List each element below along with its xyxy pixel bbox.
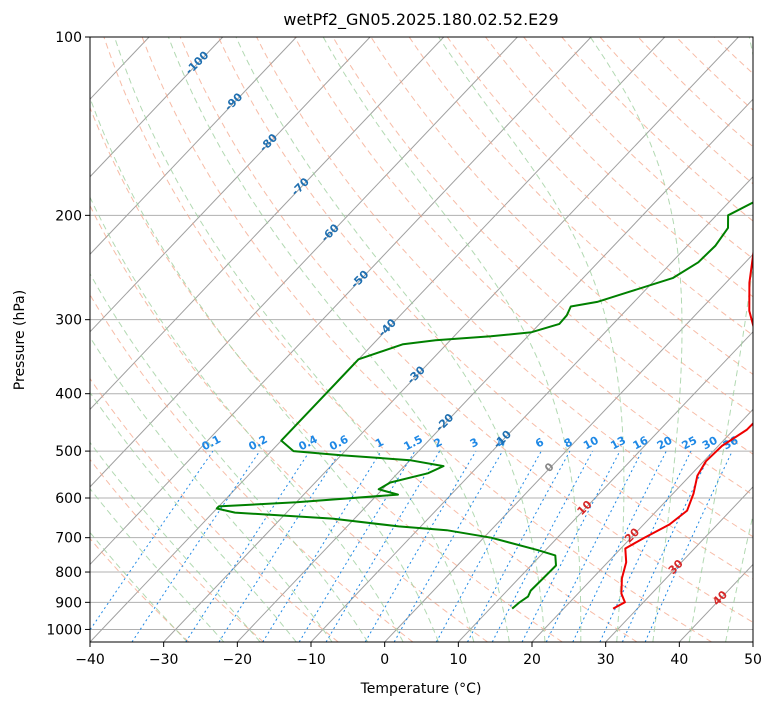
y-tick-label: 500 bbox=[55, 444, 82, 460]
moist-adiabat-line bbox=[90, 336, 333, 642]
isotherm-line bbox=[90, 37, 371, 333]
x-tick-label: −40 bbox=[75, 652, 105, 668]
mixing-ratio-line bbox=[599, 450, 692, 642]
mixing-ratio-line bbox=[364, 450, 477, 642]
x-tick-label: −10 bbox=[296, 652, 326, 668]
temperature-profile bbox=[612, 249, 753, 610]
moist-adiabats bbox=[90, 37, 753, 642]
mixing-ratio-line bbox=[545, 450, 643, 642]
dry-adiabat-line bbox=[90, 204, 488, 642]
mixing-ratio-line bbox=[131, 450, 261, 642]
isotherm-line bbox=[531, 408, 753, 642]
y-tick-label: 300 bbox=[55, 313, 82, 329]
mixing-ratio-label: 10 bbox=[581, 434, 601, 453]
x-tick-label: 50 bbox=[744, 652, 762, 668]
y-tick-label: 200 bbox=[55, 208, 82, 224]
isotherm-line bbox=[90, 37, 297, 256]
isotherm-line bbox=[90, 37, 592, 566]
moist-adiabat-line bbox=[90, 96, 439, 642]
x-axis-ticks: −40 −30 −20 −10 0 10 20 30 40 50 bbox=[75, 642, 762, 668]
y-tick-label: 900 bbox=[55, 595, 82, 611]
mixing-ratio-line bbox=[435, 450, 542, 642]
moist-adiabat-line bbox=[90, 487, 225, 642]
isotherm-line bbox=[384, 253, 753, 642]
profile-series bbox=[215, 201, 753, 610]
mixing-ratio-label: 25 bbox=[680, 434, 700, 453]
dewpoint-profile bbox=[215, 201, 753, 610]
mixing-ratio-line bbox=[262, 450, 382, 642]
mixing-ratio-label: 30 bbox=[700, 434, 720, 453]
dry-adiabat-line bbox=[90, 293, 414, 642]
dry-adiabats bbox=[90, 37, 753, 642]
mixing-ratio-line bbox=[298, 450, 416, 642]
moist-adiabat-line bbox=[322, 37, 582, 642]
dry-adiabat-line bbox=[103, 37, 638, 642]
y-tick-label: 600 bbox=[55, 491, 82, 507]
moist-adiabat-line bbox=[167, 37, 510, 642]
moist-adiabat-line bbox=[688, 37, 753, 642]
dry-adiabat-line bbox=[141, 37, 712, 642]
y-tick-label: 400 bbox=[55, 387, 82, 403]
dry-adiabat-line bbox=[370, 37, 753, 415]
y-tick-label: 1000 bbox=[46, 622, 82, 638]
dry-adiabat-line bbox=[408, 37, 753, 375]
x-tick-label: 0 bbox=[380, 652, 389, 668]
y-tick-label: 100 bbox=[55, 30, 82, 46]
x-tick-label: 40 bbox=[670, 652, 688, 668]
mixing-ratio-lines bbox=[90, 450, 733, 642]
dry-adiabat-line bbox=[637, 37, 753, 148]
mixing-ratio-label: 20 bbox=[655, 434, 675, 453]
isotherms bbox=[90, 37, 753, 642]
dry-adiabat-line bbox=[332, 37, 753, 455]
x-tick-label: 20 bbox=[523, 652, 541, 668]
plot-frame bbox=[89, 36, 754, 643]
dry-adiabat-line bbox=[90, 377, 339, 642]
mixing-ratio-line bbox=[325, 450, 441, 642]
moist-adiabat-line bbox=[90, 441, 261, 642]
moist-adiabat-line bbox=[114, 37, 475, 642]
mixing-ratio-label: 36 bbox=[721, 434, 741, 453]
y-axis-label: Pressure (hPa) bbox=[12, 290, 28, 390]
isotherm-line bbox=[90, 37, 518, 488]
x-tick-label: −20 bbox=[223, 652, 253, 668]
isotherm-line bbox=[90, 37, 666, 642]
mixing-ratio-label: 16 bbox=[631, 434, 651, 453]
moist-adiabat-line bbox=[90, 531, 188, 642]
y-tick-label: 800 bbox=[55, 565, 82, 581]
x-axis-label: Temperature (°C) bbox=[360, 681, 482, 697]
mixing-ratio-label: 13 bbox=[608, 434, 628, 453]
isotherm-line bbox=[605, 486, 753, 642]
x-tick-label: 10 bbox=[449, 652, 467, 668]
dry-adiabat-line bbox=[485, 37, 753, 298]
x-tick-label: 30 bbox=[597, 652, 615, 668]
dry-adiabat-line bbox=[179, 37, 753, 623]
mixing-ratio-line bbox=[393, 450, 503, 642]
plot-area: 0.1 0.2 0.4 0.6 1 1.5 2 3 4 6 8 10 13 16 20 25 30 36-100-… bbox=[90, 37, 753, 642]
mixing-ratio-line bbox=[521, 450, 621, 642]
dry-adiabat-line bbox=[599, 37, 753, 185]
isotherm-line bbox=[90, 37, 445, 411]
x-tick-label: −30 bbox=[149, 652, 179, 668]
y-tick-label: 700 bbox=[55, 531, 82, 547]
mixing-ratio-line bbox=[467, 450, 571, 642]
dry-adiabat-line bbox=[446, 37, 753, 336]
mixing-ratio-line bbox=[491, 450, 594, 642]
chart-title: wetPf2_GN05.2025.180.02.52.E29 bbox=[283, 10, 558, 30]
moist-adiabat-line bbox=[90, 196, 404, 642]
moist-adiabat-line bbox=[725, 513, 753, 642]
mixing-ratio-line bbox=[572, 450, 667, 642]
isotherm-line bbox=[236, 98, 753, 642]
y-axis-ticks: 1000 900 800 700 600 500 400 300 200 100 bbox=[46, 30, 90, 638]
moist-adiabat-line bbox=[90, 391, 297, 642]
moist-adiabat-line bbox=[589, 37, 683, 642]
moist-adiabat-line bbox=[90, 272, 369, 642]
dry-adiabat-line bbox=[294, 37, 753, 496]
mixing-ratio-line bbox=[90, 450, 214, 631]
moist-adiabat-line bbox=[235, 37, 546, 642]
isotherm-line bbox=[457, 331, 753, 642]
dry-adiabat-line bbox=[90, 458, 264, 642]
isotherm-line bbox=[90, 37, 224, 178]
